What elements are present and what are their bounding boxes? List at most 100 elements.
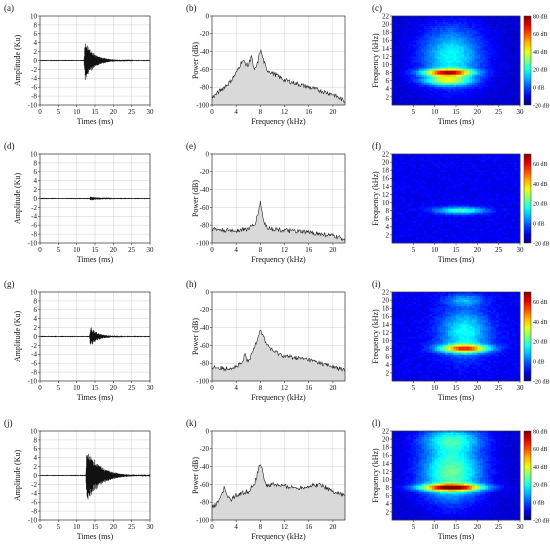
- heatmap-cell: [496, 72, 499, 75]
- heatmap-cell: [418, 32, 422, 35]
- heatmap-cell: [450, 90, 454, 94]
- heatmap-cell: [472, 236, 475, 240]
- heatmap-cell: [448, 234, 451, 238]
- heatmap-cell: [445, 212, 449, 215]
- heatmap-cell: [437, 214, 441, 217]
- heatmap-cell: [490, 230, 494, 234]
- heatmap-cell: [480, 198, 483, 201]
- heatmap-cell: [421, 196, 425, 199]
- heatmap-cell: [426, 42, 430, 45]
- heatmap-cell: [506, 236, 510, 240]
- colorbar-tick-label: 20 dB: [533, 202, 548, 208]
- heatmap-cell: [456, 62, 459, 65]
- heatmap-cell: [501, 102, 505, 106]
- heatmap-cell: [421, 218, 425, 222]
- heatmap-cell: [517, 18, 521, 21]
- heatmap-cell: [496, 84, 499, 88]
- heatmap-cell: [490, 42, 494, 45]
- heatmap-cell: [442, 16, 446, 19]
- x-tick-label: 15: [92, 246, 100, 254]
- heatmap-cell: [498, 212, 502, 215]
- heatmap-cell: [432, 80, 435, 84]
- heatmap-cell: [488, 164, 491, 167]
- heatmap-cell: [490, 34, 494, 37]
- heatmap-cell: [397, 218, 401, 222]
- heatmap-cell: [488, 166, 491, 169]
- heatmap-cell: [426, 222, 430, 226]
- heatmap-cell: [410, 318, 414, 321]
- heatmap-cell: [509, 38, 513, 41]
- heatmap-cell: [477, 102, 481, 106]
- heatmap-cell: [440, 234, 443, 238]
- heatmap-cell: [480, 90, 483, 94]
- heatmap-cell: [506, 232, 510, 236]
- heatmap-cell: [410, 218, 414, 222]
- heatmap-cell: [434, 34, 438, 37]
- heatmap-cell: [490, 222, 494, 226]
- heatmap-cell: [514, 228, 518, 232]
- heatmap-cell: [400, 74, 403, 77]
- heatmap-cell: [472, 162, 475, 165]
- heatmap-cell: [512, 36, 515, 39]
- heatmap-cell: [440, 42, 443, 45]
- heatmap-cell: [501, 176, 505, 179]
- heatmap-cell: [410, 230, 414, 234]
- heatmap-cell: [514, 190, 518, 193]
- heatmap-cell: [488, 208, 491, 211]
- heatmap-cell: [466, 60, 470, 63]
- heatmap-cell: [461, 46, 465, 49]
- heatmap-cell: [504, 232, 507, 236]
- heatmap-cell: [469, 100, 473, 104]
- heatmap-cell: [394, 42, 398, 45]
- heatmap-cell: [402, 236, 406, 240]
- heatmap-cell: [456, 164, 459, 167]
- heatmap-cell: [450, 178, 454, 181]
- heatmap-cell: [440, 158, 443, 161]
- heatmap-cell: [488, 86, 491, 90]
- heatmap-cell: [464, 176, 467, 179]
- heatmap-cell: [410, 76, 414, 79]
- heatmap-cell: [482, 180, 486, 183]
- heatmap-cell: [448, 220, 451, 224]
- heatmap-cell: [437, 56, 441, 59]
- heatmap-cell: [394, 156, 398, 159]
- heatmap-cell: [405, 354, 409, 358]
- heatmap-cell: [474, 174, 478, 177]
- heatmap-cell: [498, 240, 502, 244]
- heatmap-cell: [394, 298, 398, 301]
- heatmap-cell: [514, 36, 518, 39]
- heatmap-cell: [424, 44, 427, 47]
- heatmap-cell: [501, 90, 505, 94]
- heatmap-cell: [426, 90, 430, 94]
- heatmap-cell: [472, 208, 475, 211]
- heatmap-cell: [405, 310, 409, 313]
- heatmap-cell: [466, 208, 470, 211]
- heatmap-cell: [432, 84, 435, 88]
- heatmap-cell: [456, 238, 459, 242]
- heatmap-cell: [490, 46, 494, 49]
- heatmap-cell: [400, 72, 403, 75]
- heatmap-cell: [440, 192, 443, 195]
- heatmap-cell: [418, 204, 422, 207]
- heatmap-cell: [450, 56, 454, 59]
- heatmap-cell: [418, 36, 422, 39]
- heatmap-cell: [434, 84, 438, 88]
- heatmap-cell: [453, 166, 457, 169]
- heatmap-cell: [496, 210, 499, 213]
- heatmap-cell: [413, 40, 417, 43]
- heatmap-cell: [469, 70, 473, 73]
- heatmap-cell: [442, 26, 446, 29]
- heatmap-cell: [392, 296, 395, 299]
- heatmap-cell: [514, 236, 518, 240]
- x-tick-label: 15: [453, 246, 461, 254]
- heatmap-cell: [394, 68, 398, 71]
- heatmap-cell: [506, 90, 510, 94]
- y-tick-label: -8: [31, 93, 37, 101]
- heatmap-cell: [397, 178, 401, 181]
- heatmap-cell: [469, 170, 473, 173]
- heatmap-cell: [432, 212, 435, 215]
- heatmap-cell: [498, 16, 502, 19]
- heatmap-cell: [397, 50, 401, 53]
- heatmap-cell: [453, 178, 457, 181]
- heatmap-cell: [429, 26, 433, 29]
